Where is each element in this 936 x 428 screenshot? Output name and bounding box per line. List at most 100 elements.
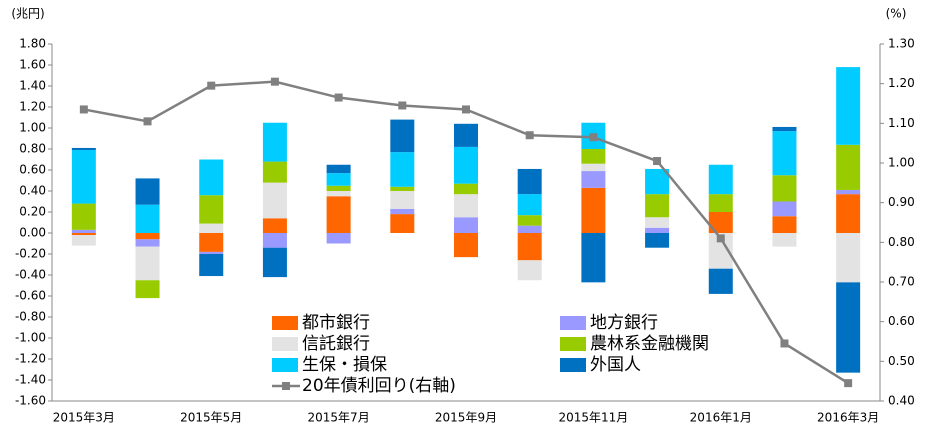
bar-segment bbox=[262, 233, 287, 248]
y2-tick-label: 1.20 bbox=[888, 76, 915, 90]
line-marker bbox=[844, 379, 853, 388]
legend-label: 20年債利回り(右軸) bbox=[302, 376, 456, 396]
y-tick-label: -1.60 bbox=[15, 394, 46, 408]
line-marker bbox=[270, 77, 279, 86]
bar-segment bbox=[708, 212, 733, 233]
y2-tick-label: 0.40 bbox=[888, 394, 915, 408]
bar-segment bbox=[836, 233, 861, 283]
bar-segment bbox=[454, 146, 478, 184]
y-tick-label: -0.80 bbox=[15, 310, 46, 324]
line-marker bbox=[334, 93, 343, 102]
x-tick-label: 2015年5月 bbox=[180, 411, 242, 425]
y2-tick-label: 0.90 bbox=[888, 195, 915, 209]
bar-segment bbox=[645, 194, 670, 218]
y-tick-label: -0.60 bbox=[15, 289, 46, 303]
legend-label: 農林系金融機関 bbox=[590, 334, 709, 354]
bar-segment bbox=[772, 233, 797, 247]
y-tick-label: -0.40 bbox=[15, 268, 46, 282]
bar-segment bbox=[772, 126, 797, 132]
y-axis-label: (兆円) bbox=[11, 7, 44, 21]
bar-segment bbox=[772, 175, 797, 202]
x-tick-label: 2015年3月 bbox=[53, 411, 115, 425]
bar-segment bbox=[581, 163, 606, 172]
bar-segment bbox=[71, 147, 96, 151]
bar-segment bbox=[262, 247, 287, 278]
y2-tick-label: 1.30 bbox=[888, 37, 915, 51]
legend-label: 都市銀行 bbox=[302, 313, 370, 333]
line-marker bbox=[780, 339, 789, 348]
bar-segment bbox=[390, 152, 415, 187]
bar-segment bbox=[262, 122, 287, 162]
bar-segment bbox=[645, 233, 670, 248]
y-tick-label: 1.40 bbox=[19, 79, 46, 93]
x-tick-label: 2015年7月 bbox=[308, 411, 370, 425]
bar-segment bbox=[517, 215, 542, 226]
y2-tick-label: 1.10 bbox=[888, 116, 915, 130]
bar-segment bbox=[454, 183, 478, 195]
bar-segment bbox=[645, 168, 670, 195]
line-marker bbox=[398, 101, 407, 110]
bar-segment bbox=[135, 239, 160, 247]
bar-segment bbox=[708, 164, 733, 195]
legend-marker bbox=[282, 382, 290, 390]
line-marker bbox=[589, 133, 598, 142]
bar-segment bbox=[199, 223, 224, 233]
bar-segment bbox=[836, 189, 861, 195]
bar-segment bbox=[836, 194, 861, 233]
bar-segment bbox=[772, 201, 797, 217]
bar-segment bbox=[645, 227, 670, 233]
bar-segment bbox=[135, 204, 160, 233]
bar-segment bbox=[199, 195, 224, 224]
bar-segment bbox=[708, 268, 733, 294]
y-tick-label: 0.00 bbox=[19, 226, 46, 240]
bar-segment bbox=[454, 123, 478, 147]
bar-segment bbox=[772, 131, 797, 176]
legend-swatch bbox=[560, 358, 586, 372]
legend-label: 外国人 bbox=[590, 355, 641, 375]
bar-segment bbox=[135, 246, 160, 281]
bar-segment bbox=[199, 233, 224, 252]
legend-swatch bbox=[560, 337, 586, 351]
bar-segment bbox=[326, 185, 351, 191]
bar-segment bbox=[517, 233, 542, 261]
legend-label: 生保・損保 bbox=[302, 355, 387, 375]
x-tick-label: 2016年3月 bbox=[817, 411, 879, 425]
bar-segment bbox=[326, 164, 351, 174]
bar-segment bbox=[836, 144, 861, 190]
bar-segment bbox=[581, 171, 606, 188]
line-marker bbox=[653, 157, 662, 166]
line-marker bbox=[79, 105, 88, 114]
x-tick-label: 2015年11月 bbox=[558, 411, 628, 425]
bar-segment bbox=[135, 178, 160, 205]
y2-tick-label: 0.70 bbox=[888, 275, 915, 289]
y-tick-label: 0.20 bbox=[19, 205, 46, 219]
line-marker bbox=[462, 105, 470, 114]
bar-segment bbox=[517, 225, 542, 233]
bar-segment bbox=[517, 194, 542, 216]
y-tick-label: 1.60 bbox=[19, 58, 46, 72]
line-marker bbox=[143, 117, 152, 126]
bar-segment bbox=[135, 233, 160, 240]
bar-segment bbox=[645, 217, 670, 228]
bar-segment bbox=[708, 194, 733, 212]
y-tick-label: -0.20 bbox=[15, 247, 46, 261]
bar-segment bbox=[390, 186, 415, 191]
legend-label: 地方銀行 bbox=[590, 313, 658, 333]
legend-swatch bbox=[560, 316, 586, 330]
y-tick-label: 0.40 bbox=[19, 184, 46, 198]
bar-segment bbox=[326, 233, 351, 244]
bar-segment bbox=[135, 280, 160, 299]
line-marker bbox=[525, 131, 534, 140]
y-tick-label: 0.60 bbox=[19, 163, 46, 177]
bar-segment bbox=[262, 218, 287, 233]
bar-segment bbox=[772, 216, 797, 233]
bar-segment bbox=[454, 217, 478, 233]
bar-segment bbox=[199, 251, 224, 254]
bar-segment bbox=[71, 203, 96, 230]
x-tick-label: 2015年9月 bbox=[435, 411, 497, 425]
legend-swatch bbox=[272, 316, 298, 330]
x-tick-label: 2016年1月 bbox=[690, 411, 752, 425]
bar-segment bbox=[199, 159, 224, 196]
bar-segment bbox=[390, 191, 415, 209]
bar-segment bbox=[581, 149, 606, 164]
